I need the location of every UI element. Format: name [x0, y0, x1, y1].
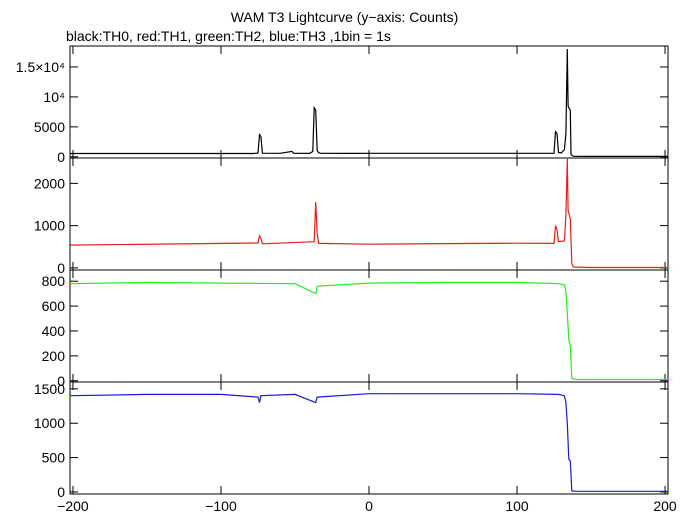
- y-tick-label-th1: 2000: [34, 175, 65, 191]
- series-line-th2: [69, 281, 668, 381]
- y-tick-label-th3: 1000: [34, 415, 65, 431]
- y-tick-label-th2: 0: [57, 373, 65, 389]
- panel-frame-th1: [69, 157, 669, 271]
- chart-panels: 0500010⁴1.5×10⁴0100020000200400600800050…: [16, 45, 677, 514]
- panel-frame-th3: [69, 381, 669, 495]
- panel-frame-th0: [69, 45, 669, 159]
- y-tick-label-th0: 10⁴: [43, 89, 65, 105]
- x-tick-label: −200: [57, 498, 89, 514]
- y-tick-label-th3: 500: [42, 450, 66, 466]
- series-line-th0: [70, 48, 668, 157]
- y-tick-label-th3: 1500: [34, 381, 65, 397]
- series-line-th1: [69, 158, 668, 269]
- chart-subtitle: black:TH0, red:TH1, green:TH2, blue:TH3 …: [66, 28, 391, 44]
- x-tick-label: 100: [505, 498, 529, 514]
- y-tick-label-th2: 200: [42, 348, 66, 364]
- x-tick-label: 0: [365, 498, 373, 514]
- y-tick-label-th0: 1.5×10⁴: [16, 59, 65, 75]
- y-tick-label-th2: 400: [42, 323, 66, 339]
- y-tick-label-th0: 0: [57, 149, 65, 165]
- series-line-th3: [69, 393, 668, 492]
- y-tick-label-th3: 0: [57, 484, 65, 500]
- chart-title: WAM T3 Lightcurve (y−axis: Counts): [230, 9, 459, 25]
- y-tick-label-th2: 600: [42, 298, 66, 314]
- y-tick-label-th1: 1000: [34, 218, 65, 234]
- panel-frame-th2: [69, 269, 669, 383]
- x-tick-label: −100: [205, 498, 237, 514]
- y-tick-label-th0: 5000: [34, 119, 65, 135]
- y-tick-label-th1: 0: [57, 260, 65, 276]
- y-tick-label-th2: 800: [42, 273, 66, 289]
- x-tick-label: 200: [653, 498, 677, 514]
